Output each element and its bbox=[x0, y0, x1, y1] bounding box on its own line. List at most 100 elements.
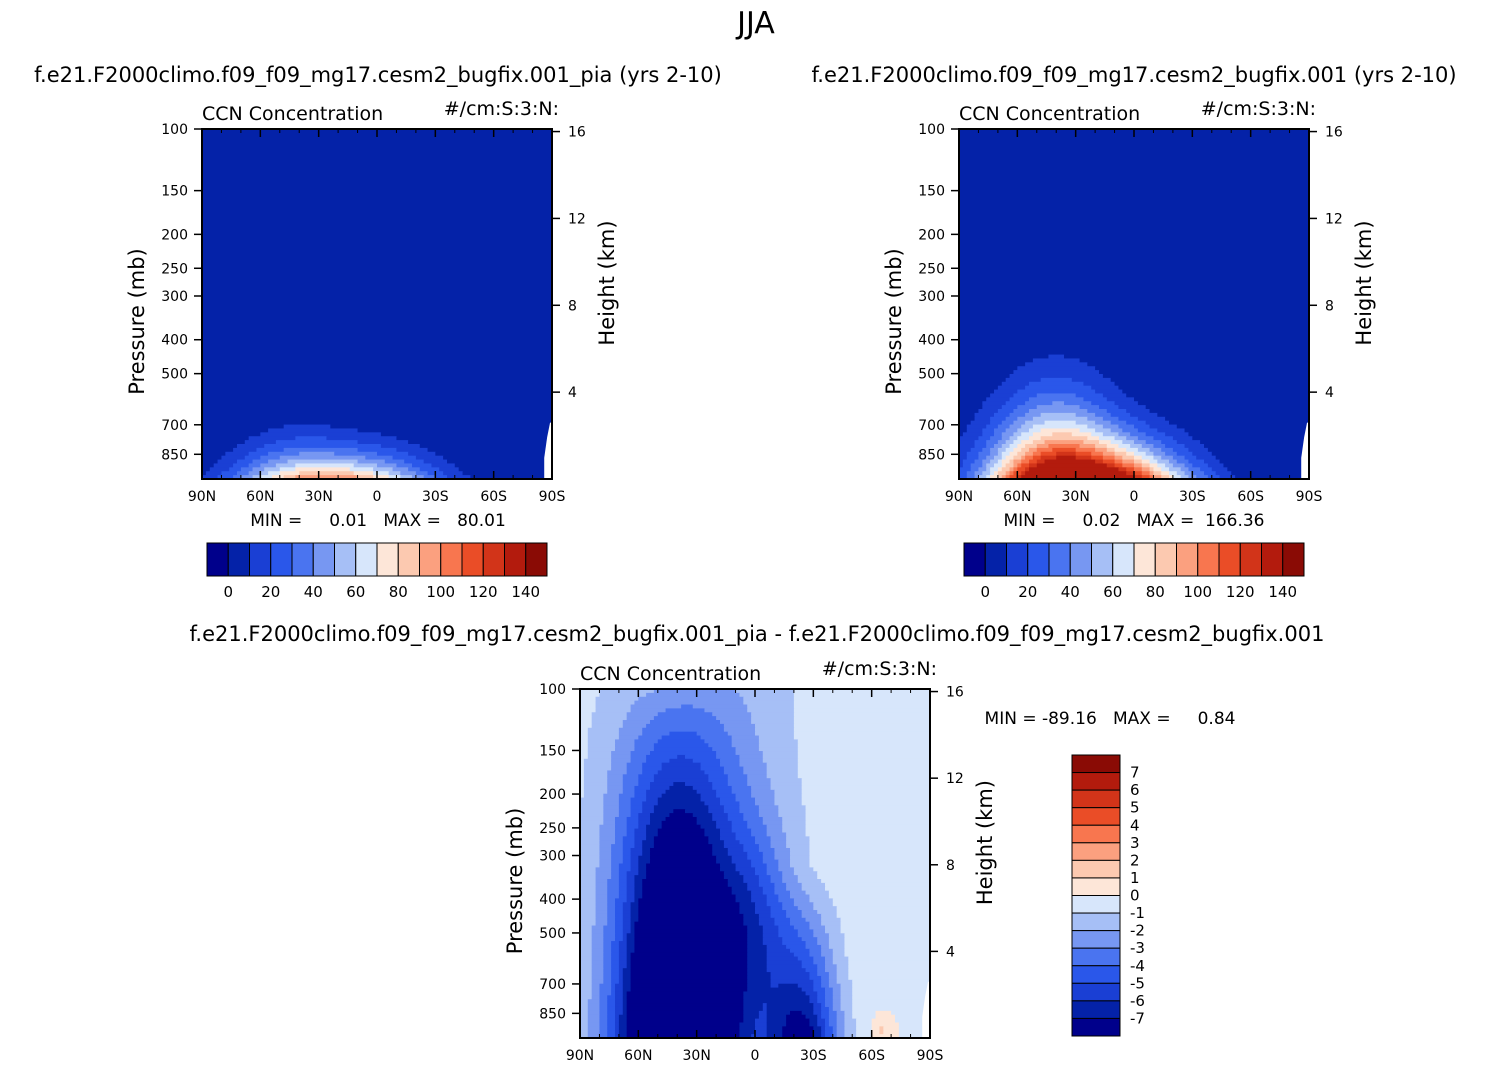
contour-band bbox=[615, 902, 624, 907]
contour-band bbox=[1227, 467, 1310, 472]
contour-band bbox=[202, 455, 223, 461]
contour-band bbox=[959, 440, 976, 445]
contour-band bbox=[959, 362, 1026, 367]
colorbar-box bbox=[312, 542, 335, 577]
contour-band bbox=[634, 925, 748, 931]
contour-band bbox=[237, 444, 265, 449]
colorbar-label: -5 bbox=[1130, 974, 1145, 992]
contour-band bbox=[653, 774, 709, 779]
contour-band bbox=[871, 1034, 900, 1039]
contour-band bbox=[580, 832, 601, 837]
contour-band bbox=[801, 882, 826, 888]
y-tick-label: 850 bbox=[161, 447, 188, 463]
contour-band bbox=[840, 991, 853, 996]
contour-band bbox=[801, 785, 931, 791]
contour-band bbox=[1005, 401, 1026, 406]
contour-band bbox=[782, 871, 795, 876]
contour-band bbox=[817, 972, 830, 977]
contour-band bbox=[1091, 401, 1116, 406]
contour-band bbox=[782, 820, 807, 826]
contour-band bbox=[240, 475, 254, 480]
contour-band bbox=[813, 1026, 822, 1031]
contour-band bbox=[202, 358, 553, 363]
contour-band bbox=[809, 840, 931, 845]
contour-band bbox=[626, 832, 636, 837]
contour-band bbox=[580, 921, 597, 927]
contour-band bbox=[626, 1003, 744, 1008]
contour-band bbox=[580, 886, 597, 892]
contour-band bbox=[751, 785, 772, 791]
contour-band bbox=[844, 1022, 857, 1027]
contour-band bbox=[1029, 467, 1120, 472]
contour-band bbox=[634, 700, 744, 706]
y-right-tick-label: 8 bbox=[946, 858, 955, 874]
contour-band bbox=[202, 144, 553, 150]
contour-band bbox=[412, 475, 425, 480]
contour-band bbox=[470, 475, 553, 480]
contour-band bbox=[1009, 436, 1018, 441]
contour-band bbox=[982, 405, 1003, 410]
contour-band bbox=[580, 968, 593, 973]
contour-band bbox=[747, 964, 768, 969]
contour-band bbox=[959, 171, 1310, 177]
y-tick-label: 300 bbox=[539, 849, 566, 865]
contour-band bbox=[990, 471, 995, 476]
contour-band bbox=[747, 933, 764, 938]
contour-band bbox=[1075, 420, 1096, 426]
contour-band bbox=[813, 983, 822, 989]
contour-band bbox=[580, 941, 593, 946]
contour-band bbox=[622, 844, 636, 849]
contour-band bbox=[735, 797, 756, 803]
contour-band bbox=[1141, 475, 1151, 480]
x-tick-label: 60S bbox=[858, 1048, 885, 1064]
contour-band bbox=[202, 401, 553, 406]
colorbar-label: 40 bbox=[1061, 583, 1080, 601]
contour-band bbox=[735, 747, 760, 752]
y-tick-label: 150 bbox=[161, 184, 188, 200]
contour-band bbox=[580, 836, 601, 841]
contour-band bbox=[595, 910, 608, 915]
colorbar-label: 100 bbox=[426, 583, 455, 601]
contour-band bbox=[454, 463, 553, 468]
contour-band bbox=[731, 890, 752, 896]
contour-band bbox=[373, 475, 390, 480]
contour-band bbox=[638, 820, 651, 826]
panel_pia-axes: f.e21.F2000climo.f09_f09_mg17.cesm2_bugf… bbox=[34, 63, 722, 531]
contour-band bbox=[848, 972, 931, 977]
colorbar-label: 0 bbox=[1130, 887, 1140, 905]
contour-band bbox=[587, 727, 620, 733]
contour-band bbox=[856, 1034, 873, 1039]
contour-band bbox=[994, 463, 1003, 468]
contour-band bbox=[1021, 471, 1026, 476]
contour-band bbox=[1009, 475, 1018, 480]
contour-band bbox=[832, 995, 842, 1000]
colorbar-label: -6 bbox=[1130, 992, 1145, 1010]
contour-band bbox=[1157, 459, 1170, 465]
contour-band bbox=[615, 816, 628, 822]
contour-band bbox=[607, 902, 616, 907]
contour-band bbox=[1153, 471, 1162, 476]
contour-band bbox=[646, 832, 659, 837]
contour-band bbox=[626, 1034, 741, 1039]
contour-band bbox=[1137, 428, 1158, 433]
contour-band bbox=[731, 828, 752, 834]
contour-band bbox=[642, 886, 733, 892]
contour-band bbox=[959, 354, 1050, 360]
contour-band bbox=[1087, 362, 1310, 367]
contour-band bbox=[583, 782, 608, 787]
contour-band bbox=[832, 1034, 838, 1039]
contour-band bbox=[587, 1003, 601, 1008]
contour-band bbox=[959, 405, 983, 410]
contour-band bbox=[797, 739, 931, 744]
contour-band bbox=[244, 455, 261, 461]
contour-band bbox=[821, 1026, 826, 1031]
contour-band bbox=[813, 867, 931, 872]
contour-band bbox=[793, 723, 931, 729]
contour-band bbox=[650, 847, 713, 853]
contour-band bbox=[828, 1022, 838, 1027]
contour-band bbox=[766, 956, 799, 962]
contour-band bbox=[634, 937, 748, 942]
contour-band bbox=[595, 696, 639, 702]
contour-band bbox=[805, 944, 822, 950]
contour-band bbox=[622, 851, 632, 857]
